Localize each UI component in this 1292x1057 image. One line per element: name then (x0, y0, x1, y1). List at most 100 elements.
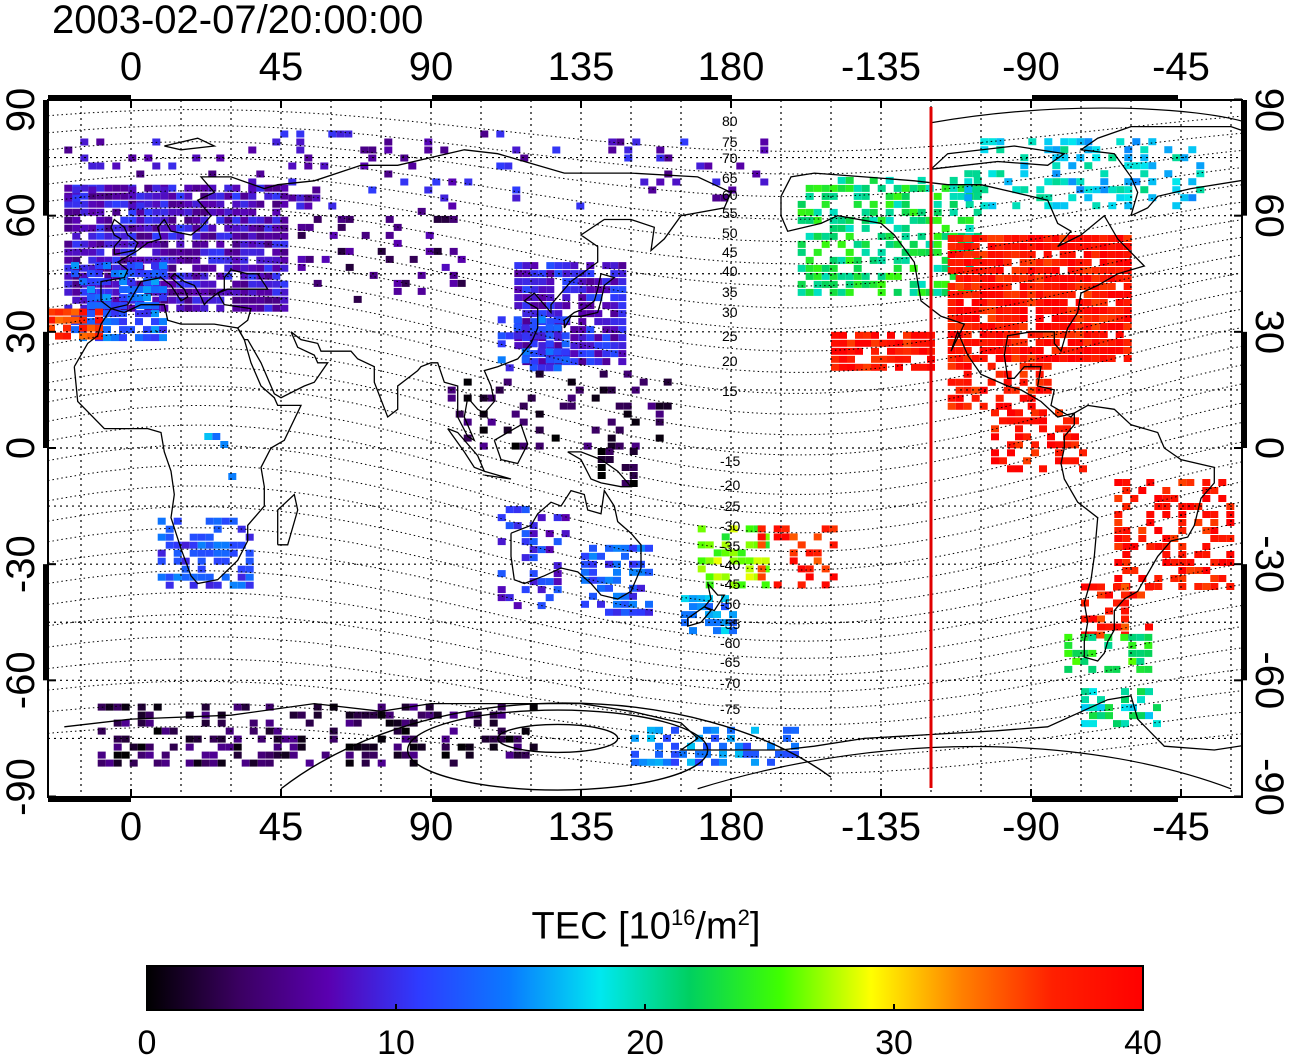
tec-cell (1027, 235, 1036, 242)
tec-cell (947, 283, 956, 290)
tec-cell (245, 581, 254, 589)
tec-cell (561, 332, 570, 340)
tec-cell (821, 232, 830, 240)
tec-cell (705, 611, 713, 619)
tec-cell (1137, 591, 1145, 599)
tec-cell (88, 186, 97, 194)
tec-cell (1044, 146, 1053, 154)
tec-cell (64, 248, 73, 256)
tec-cell (885, 240, 894, 248)
coastline (493, 423, 529, 465)
tec-cell (521, 324, 530, 332)
tec-cell (232, 224, 241, 232)
tec-cell (605, 560, 613, 568)
tec-cell (1083, 259, 1092, 266)
tec-cell (71, 326, 79, 334)
tec-cell (245, 557, 254, 565)
tec-cell (208, 280, 217, 288)
tec-cell (377, 703, 386, 711)
tec-cell (546, 286, 555, 294)
tec-cell (64, 288, 73, 296)
tec-cell (1011, 299, 1020, 306)
tec-cell (79, 332, 87, 340)
tec-cell (143, 302, 151, 310)
tec-cell (1123, 283, 1132, 290)
tec-cell (1210, 575, 1219, 582)
tec-cell (1123, 347, 1132, 354)
tec-cell (473, 719, 482, 727)
tec-cell (151, 262, 159, 270)
left-lat-tick-label: 0 (0, 437, 43, 459)
tec-cell (522, 318, 531, 326)
tec-cell (1051, 339, 1060, 346)
tec-cell (1079, 465, 1087, 473)
tec-cell (1011, 307, 1020, 314)
tec-cell (289, 711, 298, 719)
tec-cell (947, 251, 956, 258)
tec-cell (143, 334, 151, 342)
tec-cell (553, 356, 562, 364)
tec-cell (272, 224, 281, 232)
tec-cell (561, 530, 570, 538)
tec-cell (1035, 378, 1044, 386)
tec-cell (530, 358, 539, 366)
tec-cell (964, 170, 973, 178)
tec-cell (664, 170, 673, 178)
tec-cell (232, 208, 241, 216)
tec-cell (1114, 527, 1123, 534)
tec-cell (853, 240, 862, 248)
tec-cell (1164, 170, 1173, 178)
tec-cell (979, 275, 988, 282)
tec-cell (847, 355, 855, 363)
tec-cell (197, 573, 206, 581)
tec-cell (1115, 259, 1124, 266)
tec-cell (440, 146, 449, 154)
tec-cell (417, 287, 426, 295)
tec-cell (919, 363, 927, 371)
tec-cell (1075, 347, 1084, 354)
tec-cell (272, 248, 281, 256)
tec-cell (240, 224, 249, 232)
tec-cell (1072, 649, 1081, 657)
tec-cell (1123, 307, 1132, 314)
tec-cell (933, 288, 942, 296)
tec-cell (545, 324, 554, 332)
tec-cell (570, 326, 579, 334)
tec-cell (529, 703, 538, 711)
coastline (567, 451, 633, 488)
tec-cell (631, 734, 639, 742)
tec-cell (112, 256, 121, 264)
tec-cell (1123, 315, 1132, 322)
tec-cell (72, 240, 81, 248)
tec-cell (621, 592, 629, 600)
coastline (484, 470, 512, 480)
tec-cell (955, 235, 964, 242)
tec-cell (979, 331, 988, 338)
tec-cell (829, 525, 838, 533)
tec-cell (813, 264, 822, 272)
tec-cell (433, 247, 442, 255)
tec-cell (272, 264, 281, 272)
tec-cell (546, 302, 555, 310)
tec-cell (821, 184, 830, 192)
tec-cell (655, 750, 663, 758)
tec-cell (1059, 259, 1068, 266)
tec-cell (72, 296, 81, 304)
right-lat-tick-label: 90 (1247, 88, 1291, 133)
tec-cell (240, 296, 249, 304)
tec-cell (1091, 251, 1100, 258)
tec-cell (949, 176, 958, 184)
right-lat-tick-label: -60 (1247, 651, 1291, 709)
tec-cell (869, 200, 878, 208)
tec-cell (304, 154, 313, 162)
tec-cell (1060, 202, 1069, 210)
tec-cell (80, 208, 89, 216)
tec-cell (240, 272, 249, 280)
tec-cell (409, 751, 418, 759)
tec-cell (1122, 567, 1131, 574)
tec-cell (704, 162, 713, 170)
tec-cell (877, 256, 886, 264)
tec-cell (165, 541, 174, 549)
tec-cell (361, 711, 370, 719)
tec-cell (289, 751, 298, 759)
